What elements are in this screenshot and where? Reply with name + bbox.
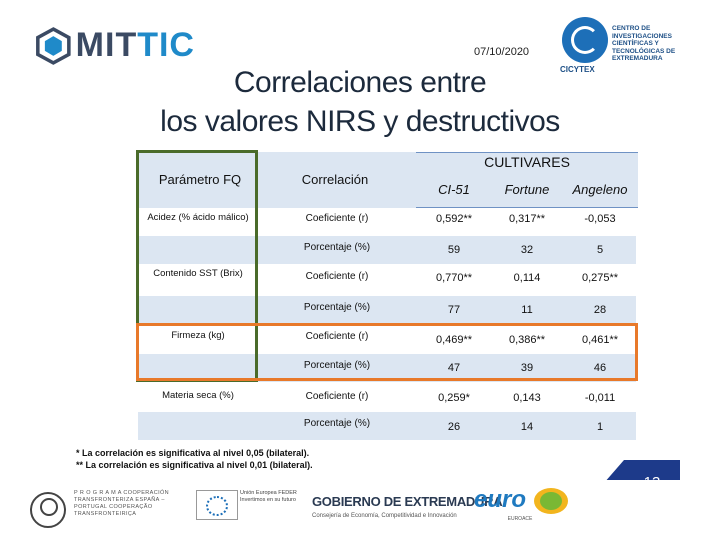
- mittic-m: M: [75, 26, 105, 64]
- table-row-band: [138, 236, 636, 264]
- table-cell: 11: [521, 304, 533, 316]
- highlight-firmeza-row: [136, 323, 638, 381]
- table-cell: 1: [596, 421, 604, 433]
- table-cell: 26: [447, 421, 461, 433]
- mittic-it: IT: [105, 26, 138, 64]
- table-cell: 0,592**: [435, 213, 473, 225]
- table-header-right: [416, 152, 638, 208]
- cicytex-abbr: CICYTEX: [560, 65, 595, 74]
- cicytex-fullname: CENTRO DE INVESTIGACIONES CIENTÍFICAS Y …: [612, 25, 676, 62]
- table-cell: 0,259*: [438, 392, 470, 404]
- column-header-correlation: Correlación: [301, 172, 369, 187]
- row-metric-label: Porcentaje (%): [303, 360, 371, 371]
- footnote-1: * La correlación es significativa al niv…: [76, 448, 310, 458]
- table-row-band: [138, 354, 636, 382]
- gobierno-extremadura-logo: GOBIERNO DE EXTREMADURA: [312, 494, 503, 509]
- footer-logos: P R O G R A M A COOPERACIÓN TRANSFRONTER…: [0, 480, 720, 540]
- eu-flag-icon: [196, 490, 238, 520]
- mittic-logo: MITTIC: [35, 18, 195, 73]
- column-group-cultivares: CULTIVARES: [484, 154, 570, 170]
- row-metric-label: Porcentaje (%): [303, 302, 371, 313]
- poctep-knot-icon: [30, 492, 66, 528]
- row-param-label: Contenido SST (Brix): [153, 268, 243, 279]
- row-metric-label: Coeficiente (r): [305, 331, 369, 342]
- column-header-cultivar: Angeleno: [572, 182, 628, 197]
- cicytex-logo: CICYTEX CENTRO DE INVESTIGACIONES CIENTÍ…: [560, 15, 710, 75]
- hexagon-logo-icon: [36, 26, 71, 65]
- row-metric-label: Porcentaje (%): [303, 242, 371, 253]
- table-cell: 14: [520, 421, 534, 433]
- poctep-text: P R O G R A M A COOPERACIÓN TRANSFRONTER…: [74, 490, 170, 517]
- row-param-label: Materia seca (%): [162, 390, 234, 401]
- row-metric-label: Coeficiente (r): [305, 213, 369, 224]
- table-cell: 0,461**: [581, 334, 619, 346]
- gobierno-subtitle: Consejería de Economía, Competitividad e…: [312, 513, 457, 519]
- table-cell: 5: [596, 244, 604, 256]
- eu-feder-text: Unión Europea FEDER Invertimos en su fut…: [240, 490, 297, 503]
- euroace-logo: euro: [474, 486, 527, 513]
- slide-date: 07/10/2020: [474, 46, 530, 58]
- table-cell: 47: [447, 362, 461, 374]
- table-cell: 28: [593, 304, 607, 316]
- table-cell: -0,011: [584, 392, 616, 404]
- row-metric-label: Coeficiente (r): [305, 271, 369, 282]
- table-header-left: [136, 152, 416, 208]
- table-cell: 59: [447, 244, 461, 256]
- column-header-cultivar: Fortune: [504, 182, 550, 197]
- table-cell: -0,053: [584, 213, 616, 225]
- table-cell: 0,275**: [581, 272, 619, 284]
- table-cell: 39: [520, 362, 534, 374]
- cicytex-circle-icon: [562, 17, 608, 63]
- table-cell: 0,114: [513, 272, 541, 284]
- column-header-cultivar: CI-51: [438, 182, 470, 197]
- row-metric-label: Porcentaje (%): [303, 418, 371, 429]
- column-header-param: Parámetro FQ: [158, 172, 242, 187]
- mittic-wordmark: MITTIC: [76, 26, 195, 65]
- slide-title-line1: Correlaciones entre: [233, 66, 487, 99]
- table-cell: 0,317**: [508, 213, 546, 225]
- table-cell: 0,143: [513, 392, 541, 404]
- euroace-subtitle: EUROACE: [507, 516, 533, 522]
- table-row-band: [138, 412, 636, 440]
- mittic-tic: TIC: [137, 26, 195, 64]
- footnotes: * La correlación es significativa al niv…: [76, 447, 313, 471]
- table-row-band: [138, 296, 636, 324]
- poctep-logo: P R O G R A M A COOPERACIÓN TRANSFRONTER…: [30, 488, 178, 532]
- table-cell: 32: [520, 244, 534, 256]
- row-metric-label: Coeficiente (r): [305, 391, 369, 402]
- row-param-label: Firmeza (kg): [171, 330, 225, 341]
- table-cell: 0,386**: [508, 334, 546, 346]
- table-cell: 46: [593, 362, 607, 374]
- table-cell: 0,469**: [435, 334, 473, 346]
- slide-title-line2: los valores NIRS y destructivos: [160, 105, 560, 138]
- footnote-2: ** La correlación es significativa al ni…: [76, 460, 313, 470]
- row-param-label: Acidez (% ácido málico): [147, 212, 249, 223]
- table-cell: 0,770**: [435, 272, 473, 284]
- table-cell: 77: [447, 304, 461, 316]
